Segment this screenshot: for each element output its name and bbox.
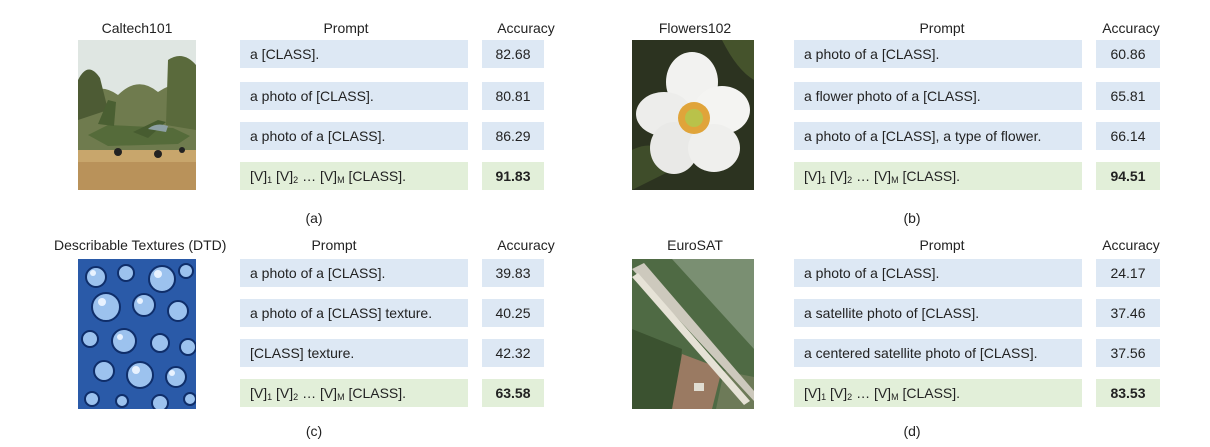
prompt-header: Prompt — [311, 237, 357, 253]
flower-image — [632, 40, 754, 190]
prompt-header: Prompt — [323, 20, 369, 36]
panel-caption: (d) — [903, 423, 921, 439]
texture-image — [78, 259, 196, 409]
prompt-header: Prompt — [919, 20, 965, 36]
dataset-name: Flowers102 — [658, 20, 732, 36]
accuracy-cell: 24.17 — [1096, 259, 1160, 287]
accuracy-cell: 82.68 — [482, 40, 544, 68]
panel-eurosat: EuroSAT Prompt Accuracy a photo of a [CL… — [612, 237, 1160, 447]
prompt-header: Prompt — [919, 237, 965, 253]
prompt-cell: a photo of [CLASS]. — [240, 82, 468, 110]
learned-accuracy-cell: 83.53 — [1096, 379, 1160, 407]
learned-prompt-cell: [V]1 [V]2 … [V]M [CLASS]. — [240, 379, 468, 407]
prompt-cell: a flower photo of a [CLASS]. — [794, 82, 1082, 110]
prompt-cell: a centered satellite photo of [CLASS]. — [794, 339, 1082, 367]
panel-caption: (b) — [903, 210, 921, 226]
dataset-name: Caltech101 — [101, 20, 173, 36]
panel-caption: (c) — [305, 423, 323, 439]
prompt-cell: a photo of a [CLASS]. — [240, 259, 468, 287]
accuracy-cell: 86.29 — [482, 122, 544, 150]
prompt-cell: a photo of a [CLASS], a type of flower. — [794, 122, 1082, 150]
prompt-cell: a photo of a [CLASS] texture. — [240, 299, 468, 327]
accuracy-cell: 40.25 — [482, 299, 544, 327]
dataset-name: EuroSAT — [667, 237, 723, 253]
accuracy-cell: 65.81 — [1096, 82, 1160, 110]
accuracy-cell: 37.56 — [1096, 339, 1160, 367]
accuracy-header: Accuracy — [1102, 237, 1160, 253]
accuracy-cell: 39.83 — [482, 259, 544, 287]
learned-prompt-cell: [V]1 [V]2 … [V]M [CLASS]. — [794, 162, 1082, 190]
prompt-cell: a satellite photo of [CLASS]. — [794, 299, 1082, 327]
learned-prompt-cell: [V]1 [V]2 … [V]M [CLASS]. — [794, 379, 1082, 407]
accuracy-cell: 60.86 — [1096, 40, 1160, 68]
dataset-name: Describable Textures (DTD) — [54, 237, 227, 253]
panel-flowers102: Flowers102 Prompt Accuracy a photo of a … — [612, 20, 1160, 230]
panel-caltech101: Caltech101 Prompt Accuracy a [CLASS]. 82… — [54, 20, 574, 230]
accuracy-cell: 66.14 — [1096, 122, 1160, 150]
accuracy-header: Accuracy — [1102, 20, 1160, 36]
accuracy-header: Accuracy — [497, 20, 555, 36]
learned-accuracy-cell: 63.58 — [482, 379, 544, 407]
accuracy-cell: 80.81 — [482, 82, 544, 110]
panel-dtd: Describable Textures (DTD) Prompt Accura… — [54, 237, 574, 447]
accuracy-header: Accuracy — [497, 237, 555, 253]
prompt-cell: a photo of a [CLASS]. — [240, 122, 468, 150]
airplane-image — [78, 40, 196, 190]
prompt-cell: [CLASS] texture. — [240, 339, 468, 367]
accuracy-cell: 42.32 — [482, 339, 544, 367]
prompt-cell: a photo of a [CLASS]. — [794, 259, 1082, 287]
prompt-cell: a photo of a [CLASS]. — [794, 40, 1082, 68]
learned-prompt-cell: [V]1 [V]2 … [V]M [CLASS]. — [240, 162, 468, 190]
learned-accuracy-cell: 94.51 — [1096, 162, 1160, 190]
prompt-cell: a [CLASS]. — [240, 40, 468, 68]
learned-accuracy-cell: 91.83 — [482, 162, 544, 190]
accuracy-cell: 37.46 — [1096, 299, 1160, 327]
satellite-image — [632, 259, 754, 409]
panel-caption: (a) — [305, 210, 323, 226]
